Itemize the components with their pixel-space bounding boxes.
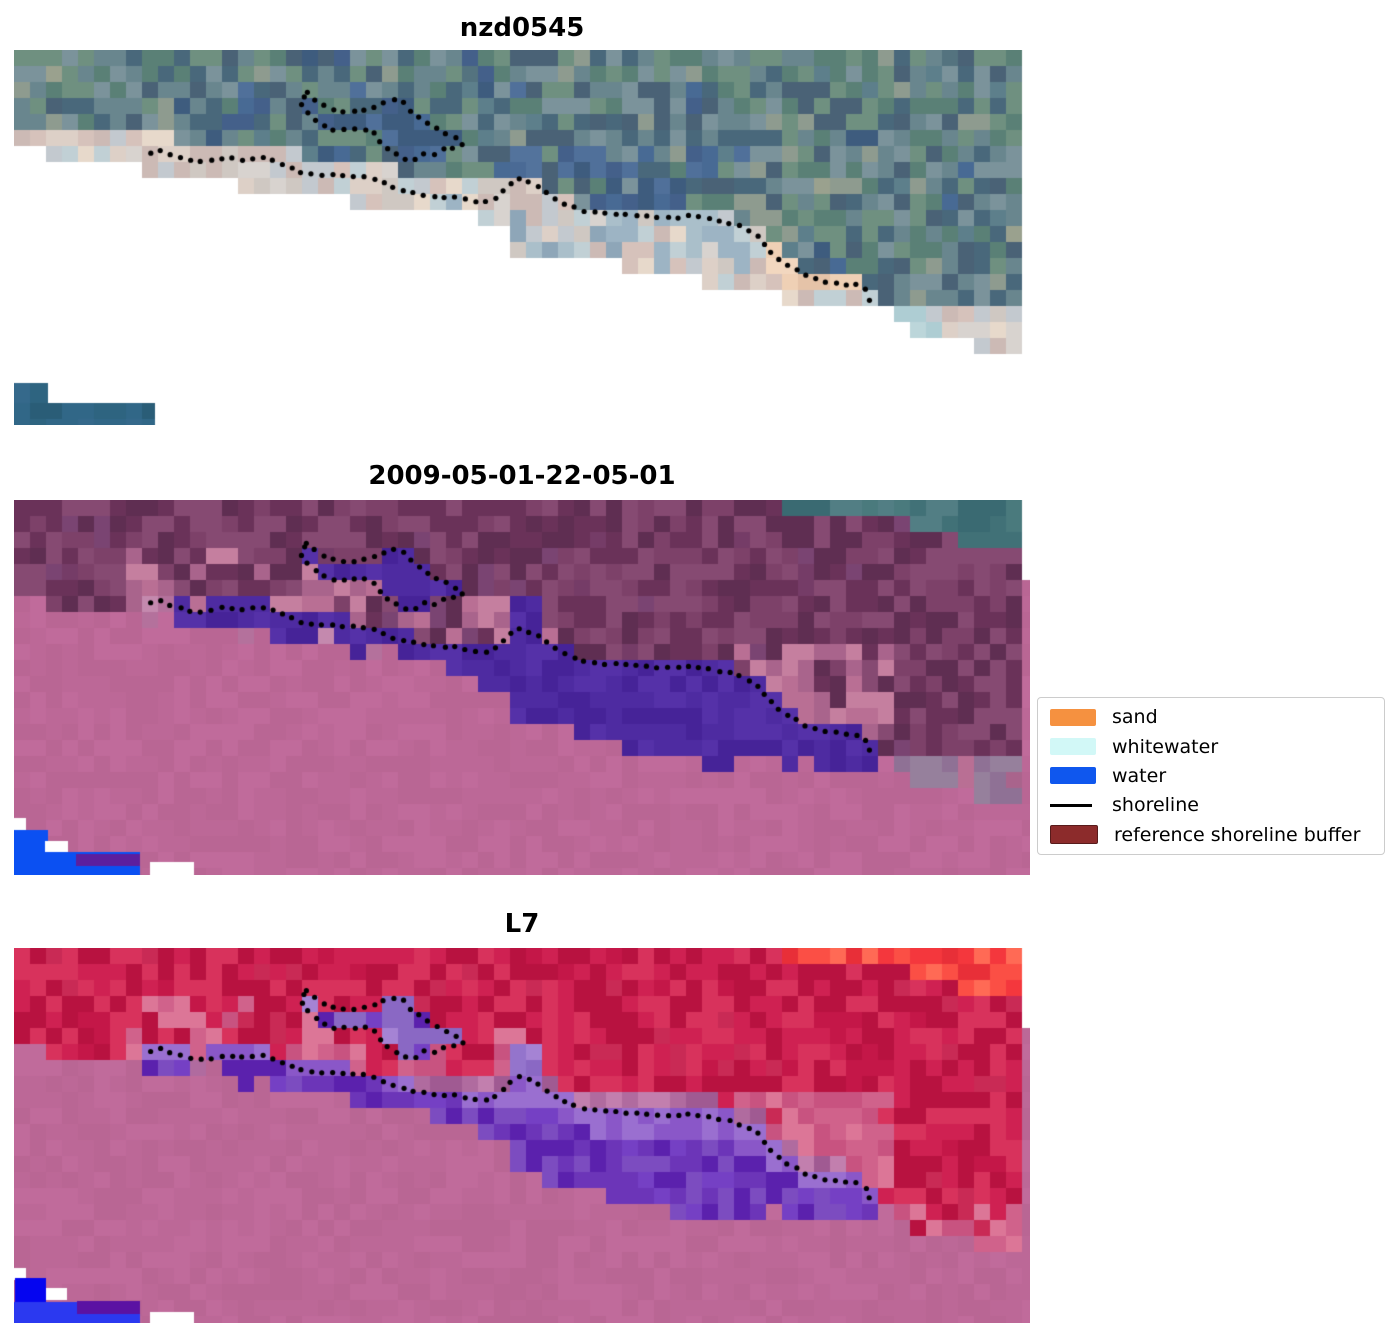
- panel-title-nzd0545: nzd0545: [459, 13, 585, 43]
- legend-label-reference-shoreline-buffer: reference shoreline buffer: [1114, 823, 1361, 846]
- panel-title-l7: L7: [504, 909, 540, 939]
- legend-item-whitewater: whitewater: [1038, 733, 1384, 761]
- panel-image-classified: [14, 500, 1030, 875]
- legend-label-sand: sand: [1112, 706, 1158, 729]
- panel-title-date-range: 2009-05-01-22-05-01: [368, 461, 676, 491]
- panel-image-l7: [14, 948, 1030, 1323]
- reference-shoreline-buffer-swatch-icon: [1050, 825, 1098, 845]
- legend: sand whitewater water shoreline referenc…: [1037, 697, 1385, 855]
- legend-item-sand: sand: [1038, 703, 1384, 731]
- legend-label-shoreline: shoreline: [1112, 794, 1199, 817]
- legend-item-shoreline: shoreline: [1038, 791, 1384, 819]
- legend-label-whitewater: whitewater: [1112, 735, 1219, 758]
- legend-item-water: water: [1038, 762, 1384, 790]
- panel-image-nzd0545: [14, 50, 1030, 425]
- shoreline-line-icon: [1050, 803, 1092, 807]
- legend-label-water: water: [1112, 764, 1167, 787]
- legend-item-reference-shoreline-buffer: reference shoreline buffer: [1038, 821, 1384, 849]
- whitewater-swatch-icon: [1050, 738, 1096, 756]
- water-swatch-icon: [1050, 767, 1096, 785]
- sand-swatch-icon: [1050, 708, 1096, 726]
